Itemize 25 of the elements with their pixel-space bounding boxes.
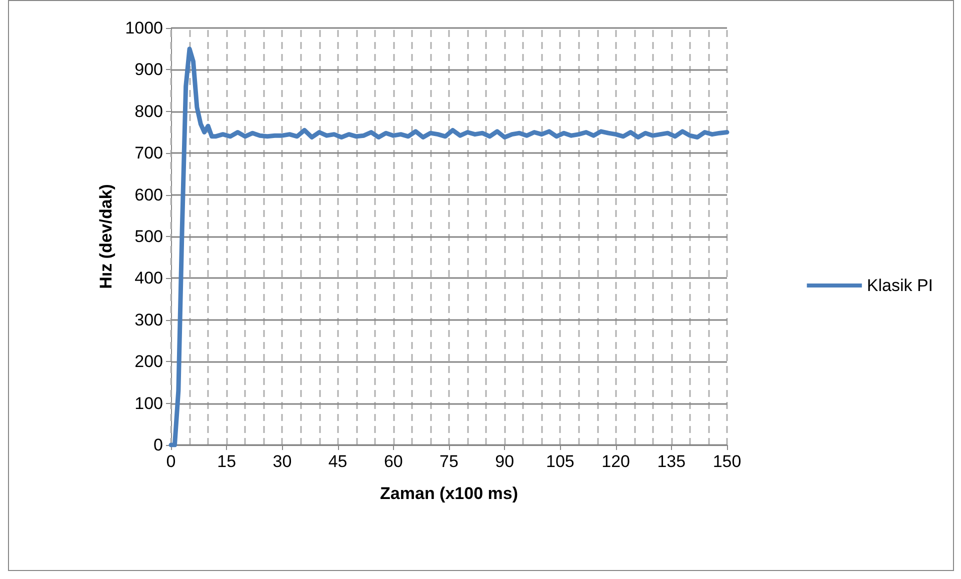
y-tick-label: 600 — [134, 185, 163, 204]
x-tick-label: 135 — [657, 452, 686, 471]
y-tick-label: 200 — [134, 352, 163, 372]
y-axis-title: Hız (dev/dak) — [96, 184, 116, 289]
x-tick-label: 60 — [384, 452, 403, 471]
y-tick-label: 700 — [134, 144, 163, 163]
y-tick-label: 100 — [134, 394, 163, 413]
y-tick-label: 500 — [134, 227, 163, 246]
x-axis-title: Zaman (x100 ms) — [380, 484, 518, 503]
y-tick-label: 1000 — [125, 18, 163, 38]
y-tick-label: 0 — [154, 436, 163, 454]
x-tick-label: 30 — [272, 452, 292, 471]
x-tick-label: 105 — [546, 452, 574, 471]
x-tick-label: 120 — [602, 452, 630, 471]
x-tick-label: 15 — [217, 452, 236, 471]
y-tick-label: 400 — [134, 268, 163, 288]
y-tick-label: 900 — [134, 60, 163, 80]
x-tick-label: 150 — [712, 452, 742, 471]
x-tick-label: 75 — [440, 452, 458, 471]
x-tick-label: 45 — [328, 452, 348, 471]
y-tick-label: 300 — [134, 310, 163, 330]
y-tick-label: 800 — [134, 102, 163, 121]
x-tick-label: 90 — [495, 452, 514, 471]
legend-label: Klasik PI — [866, 276, 934, 295]
x-tick-label: 0 — [166, 452, 176, 471]
